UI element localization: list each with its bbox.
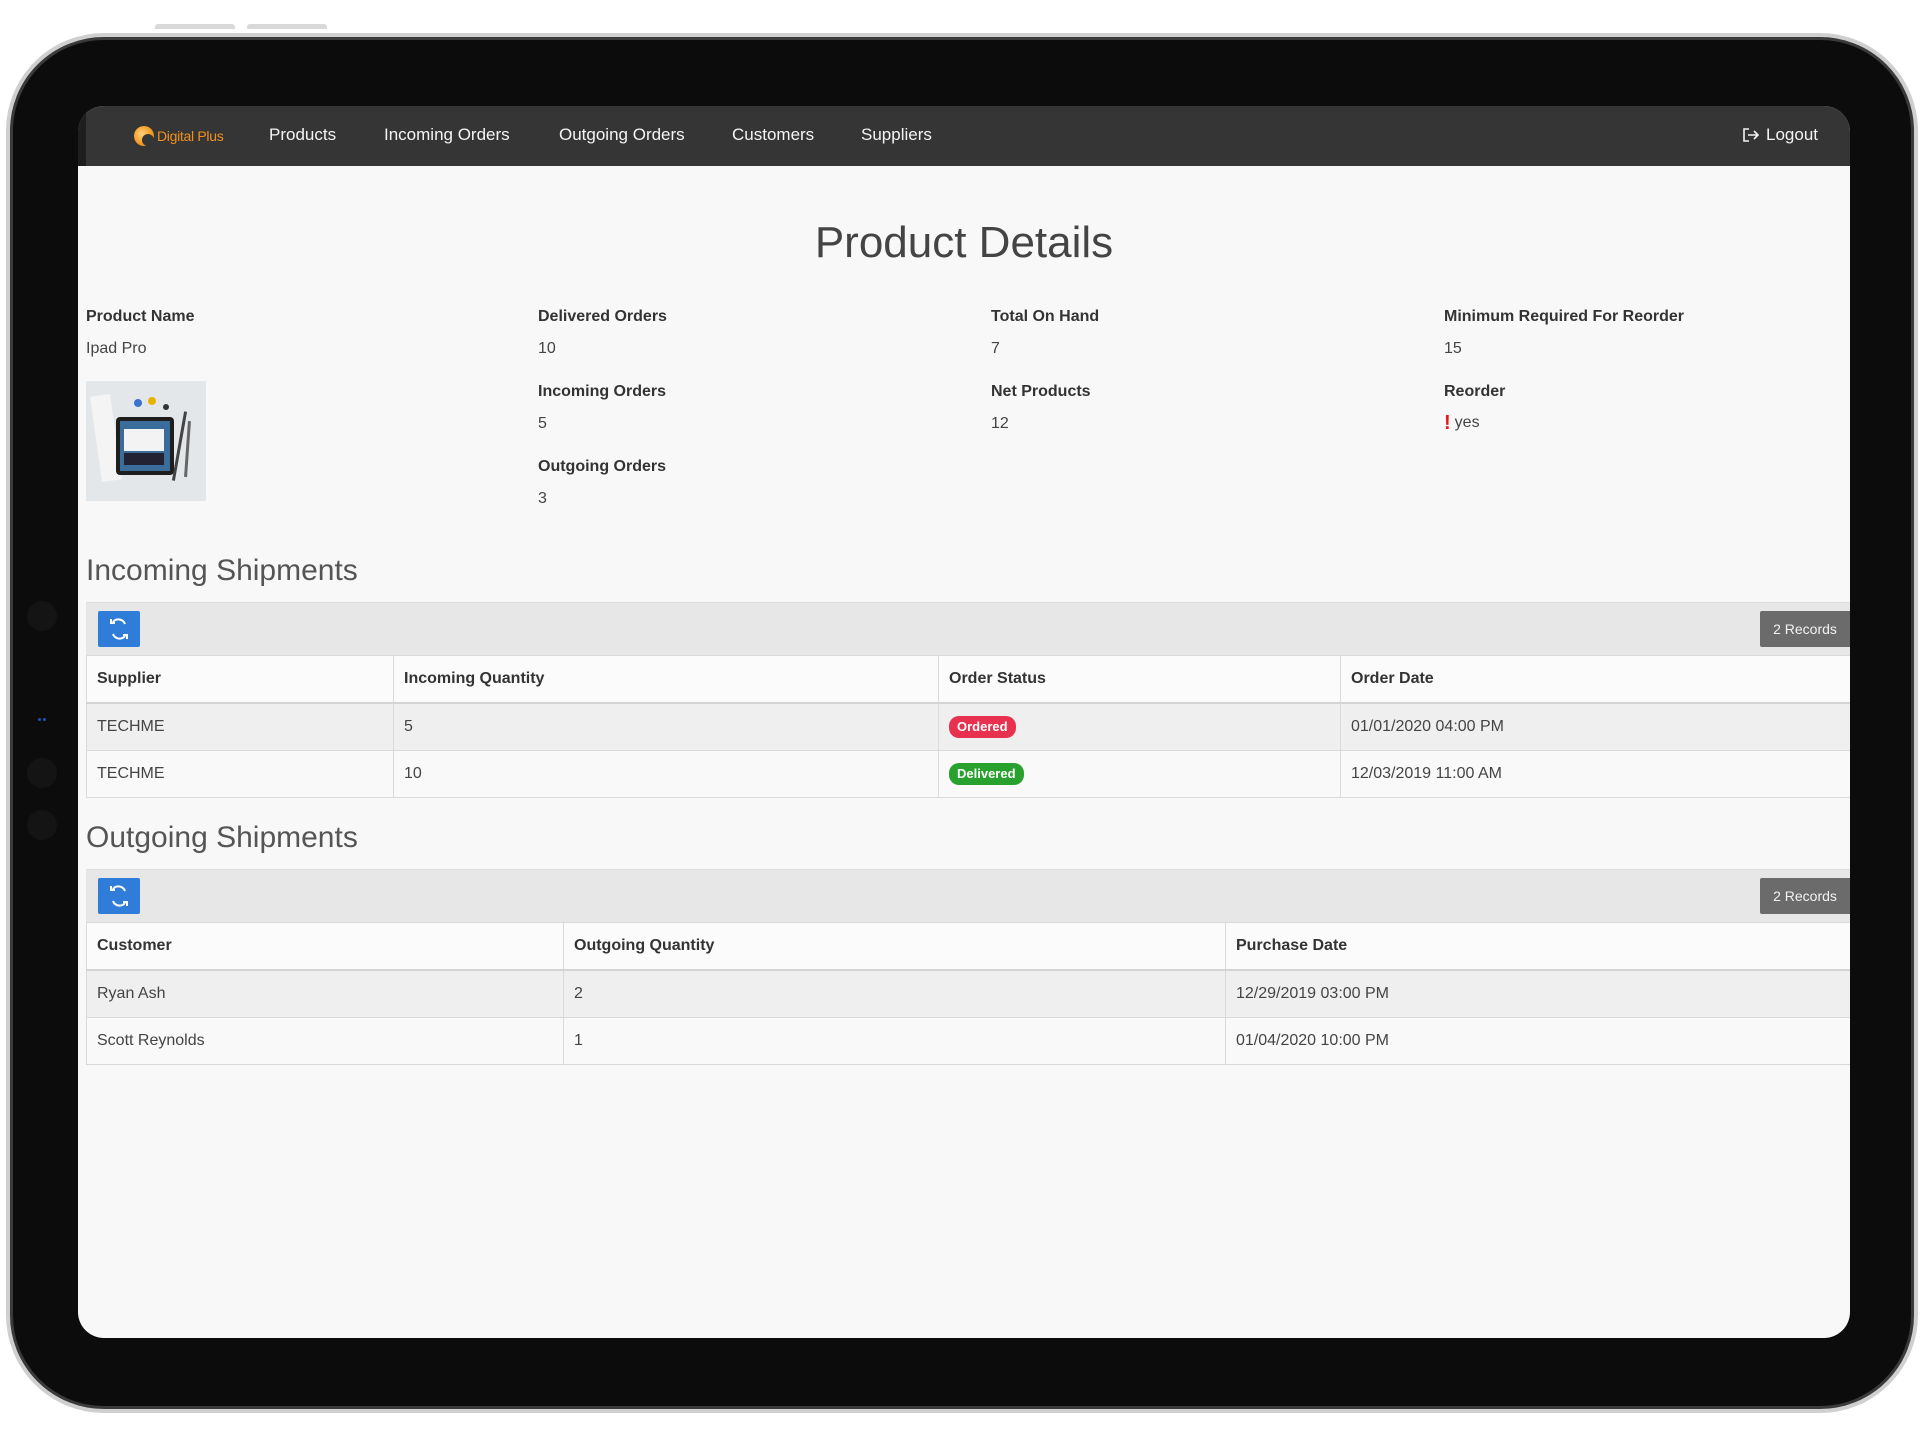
- reorder-value: ! yes: [1444, 412, 1480, 434]
- incoming-table: Supplier Incoming Quantity Order Status …: [86, 655, 1850, 798]
- total-on-hand-label: Total On Hand: [991, 308, 1100, 325]
- col-order-status[interactable]: Order Status: [938, 655, 1341, 704]
- incoming-refresh-button[interactable]: [98, 611, 140, 647]
- product-name-value: Ipad Pro: [86, 340, 147, 357]
- nav-suppliers[interactable]: Suppliers: [861, 125, 932, 144]
- date-cell: 12/03/2019 11:00 AM: [1340, 750, 1850, 798]
- outgoing-toolbar: 2 Records: [86, 869, 1850, 922]
- logo-icon: [134, 126, 154, 146]
- quantity-cell: 2: [563, 969, 1226, 1018]
- reorder-label: Reorder: [1444, 383, 1506, 400]
- quantity-cell: 10: [393, 750, 939, 798]
- outgoing-shipments-title: Outgoing Shipments: [86, 821, 358, 854]
- min-reorder-value: 15: [1444, 340, 1462, 357]
- outgoing-records-badge: 2 Records: [1760, 878, 1850, 914]
- power-button: [247, 24, 327, 29]
- col-customer[interactable]: Customer: [86, 922, 564, 971]
- app-screen: Digital Plus Products Incoming Orders Ou…: [78, 106, 1850, 1338]
- incoming-records-badge: 2 Records: [1760, 611, 1850, 647]
- page-title: Product Details: [814, 218, 1114, 267]
- table-row[interactable]: TECHME 5 Ordered 01/01/2020 04:00 PM: [86, 702, 1850, 751]
- col-incoming-quantity[interactable]: Incoming Quantity: [393, 655, 939, 704]
- total-on-hand-value: 7: [991, 340, 1000, 357]
- table-row[interactable]: Ryan Ash 2 12/29/2019 03:00 PM: [86, 969, 1850, 1018]
- nav-products[interactable]: Products: [269, 125, 337, 144]
- incoming-orders-value: 5: [538, 415, 547, 432]
- quantity-cell: 1: [563, 1017, 1226, 1065]
- logout-label: Logout: [1766, 125, 1818, 144]
- exclamation-icon: !: [1444, 412, 1451, 434]
- outgoing-refresh-button[interactable]: [98, 878, 140, 914]
- customer-cell: Scott Reynolds: [86, 1017, 564, 1065]
- incoming-shipments-title: Incoming Shipments: [86, 554, 358, 587]
- logout-button[interactable]: Logout: [1742, 120, 1818, 150]
- status-cell: Ordered: [938, 702, 1341, 751]
- date-cell: 12/29/2019 03:00 PM: [1225, 969, 1850, 1018]
- outgoing-orders-label: Outgoing Orders: [538, 458, 666, 475]
- product-name-label: Product Name: [86, 308, 195, 325]
- incoming-orders-label: Incoming Orders: [538, 383, 667, 400]
- date-cell: 01/04/2020 10:00 PM: [1225, 1017, 1850, 1065]
- refresh-icon: [110, 618, 128, 640]
- supplier-cell: TECHME: [86, 702, 394, 751]
- col-order-date[interactable]: Order Date: [1340, 655, 1850, 704]
- net-products-label: Net Products: [991, 383, 1091, 400]
- min-reorder-label: Minimum Required For Reorder: [1444, 308, 1685, 325]
- table-row[interactable]: Scott Reynolds 1 01/04/2020 10:00 PM: [86, 1017, 1850, 1065]
- nav-customers[interactable]: Customers: [732, 125, 815, 144]
- delivered-orders-label: Delivered Orders: [538, 308, 667, 325]
- side-sensor: [27, 810, 57, 840]
- nav-outgoing-orders[interactable]: Outgoing Orders: [559, 125, 685, 144]
- delivered-orders-value: 10: [538, 340, 556, 357]
- net-products-value: 12: [991, 415, 1009, 432]
- brand-logo[interactable]: Digital Plus: [134, 122, 224, 150]
- reorder-text: yes: [1454, 414, 1480, 431]
- status-badge: Ordered: [949, 716, 1016, 738]
- nav-incoming-orders[interactable]: Incoming Orders: [384, 125, 510, 144]
- brand-name: Digital Plus: [157, 128, 224, 144]
- front-camera: [36, 717, 46, 723]
- status-cell: Delivered: [938, 750, 1341, 798]
- customer-cell: Ryan Ash: [86, 969, 564, 1018]
- outgoing-table: Customer Outgoing Quantity Purchase Date…: [86, 922, 1850, 1065]
- col-outgoing-quantity[interactable]: Outgoing Quantity: [563, 922, 1226, 971]
- side-sensor: [27, 601, 57, 631]
- date-cell: 01/01/2020 04:00 PM: [1340, 702, 1850, 751]
- supplier-cell: TECHME: [86, 750, 394, 798]
- status-badge: Delivered: [949, 763, 1024, 785]
- col-supplier[interactable]: Supplier: [86, 655, 394, 704]
- refresh-icon: [110, 885, 128, 907]
- product-image: [86, 381, 206, 501]
- table-row[interactable]: TECHME 10 Delivered 12/03/2019 11:00 AM: [86, 750, 1850, 798]
- outgoing-orders-value: 3: [538, 490, 547, 507]
- logout-icon: [1743, 128, 1760, 142]
- col-purchase-date[interactable]: Purchase Date: [1225, 922, 1850, 971]
- incoming-toolbar: 2 Records: [86, 602, 1850, 655]
- top-navbar: Digital Plus Products Incoming Orders Ou…: [78, 106, 1850, 166]
- quantity-cell: 5: [393, 702, 939, 751]
- volume-button: [155, 24, 235, 29]
- side-sensor: [27, 758, 57, 788]
